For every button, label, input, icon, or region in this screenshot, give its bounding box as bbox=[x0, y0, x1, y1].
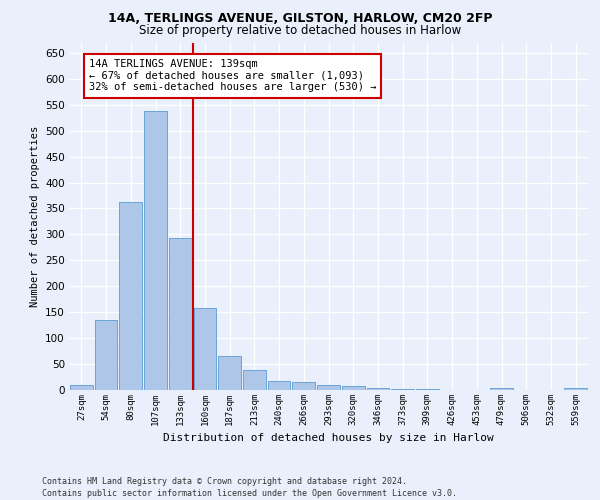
Text: Size of property relative to detached houses in Harlow: Size of property relative to detached ho… bbox=[139, 24, 461, 37]
Bar bbox=[144, 112, 167, 390]
Y-axis label: Number of detached properties: Number of detached properties bbox=[29, 126, 40, 307]
Bar bbox=[95, 320, 118, 390]
Text: 14A TERLINGS AVENUE: 139sqm
← 67% of detached houses are smaller (1,093)
32% of : 14A TERLINGS AVENUE: 139sqm ← 67% of det… bbox=[89, 59, 376, 92]
Bar bbox=[367, 388, 389, 390]
Bar bbox=[317, 385, 340, 390]
Bar bbox=[218, 356, 241, 390]
Bar bbox=[391, 389, 414, 390]
Bar bbox=[292, 382, 315, 390]
Text: 14A, TERLINGS AVENUE, GILSTON, HARLOW, CM20 2FP: 14A, TERLINGS AVENUE, GILSTON, HARLOW, C… bbox=[108, 12, 492, 26]
Bar bbox=[119, 202, 142, 390]
Bar bbox=[268, 381, 290, 390]
Bar bbox=[564, 388, 587, 390]
Bar bbox=[490, 388, 513, 390]
Text: Contains public sector information licensed under the Open Government Licence v3: Contains public sector information licen… bbox=[42, 489, 457, 498]
X-axis label: Distribution of detached houses by size in Harlow: Distribution of detached houses by size … bbox=[163, 434, 494, 444]
Text: Contains HM Land Registry data © Crown copyright and database right 2024.: Contains HM Land Registry data © Crown c… bbox=[42, 478, 407, 486]
Bar bbox=[70, 385, 93, 390]
Bar bbox=[194, 308, 216, 390]
Bar bbox=[169, 238, 191, 390]
Bar bbox=[416, 389, 439, 390]
Bar bbox=[243, 370, 266, 390]
Bar bbox=[342, 386, 365, 390]
